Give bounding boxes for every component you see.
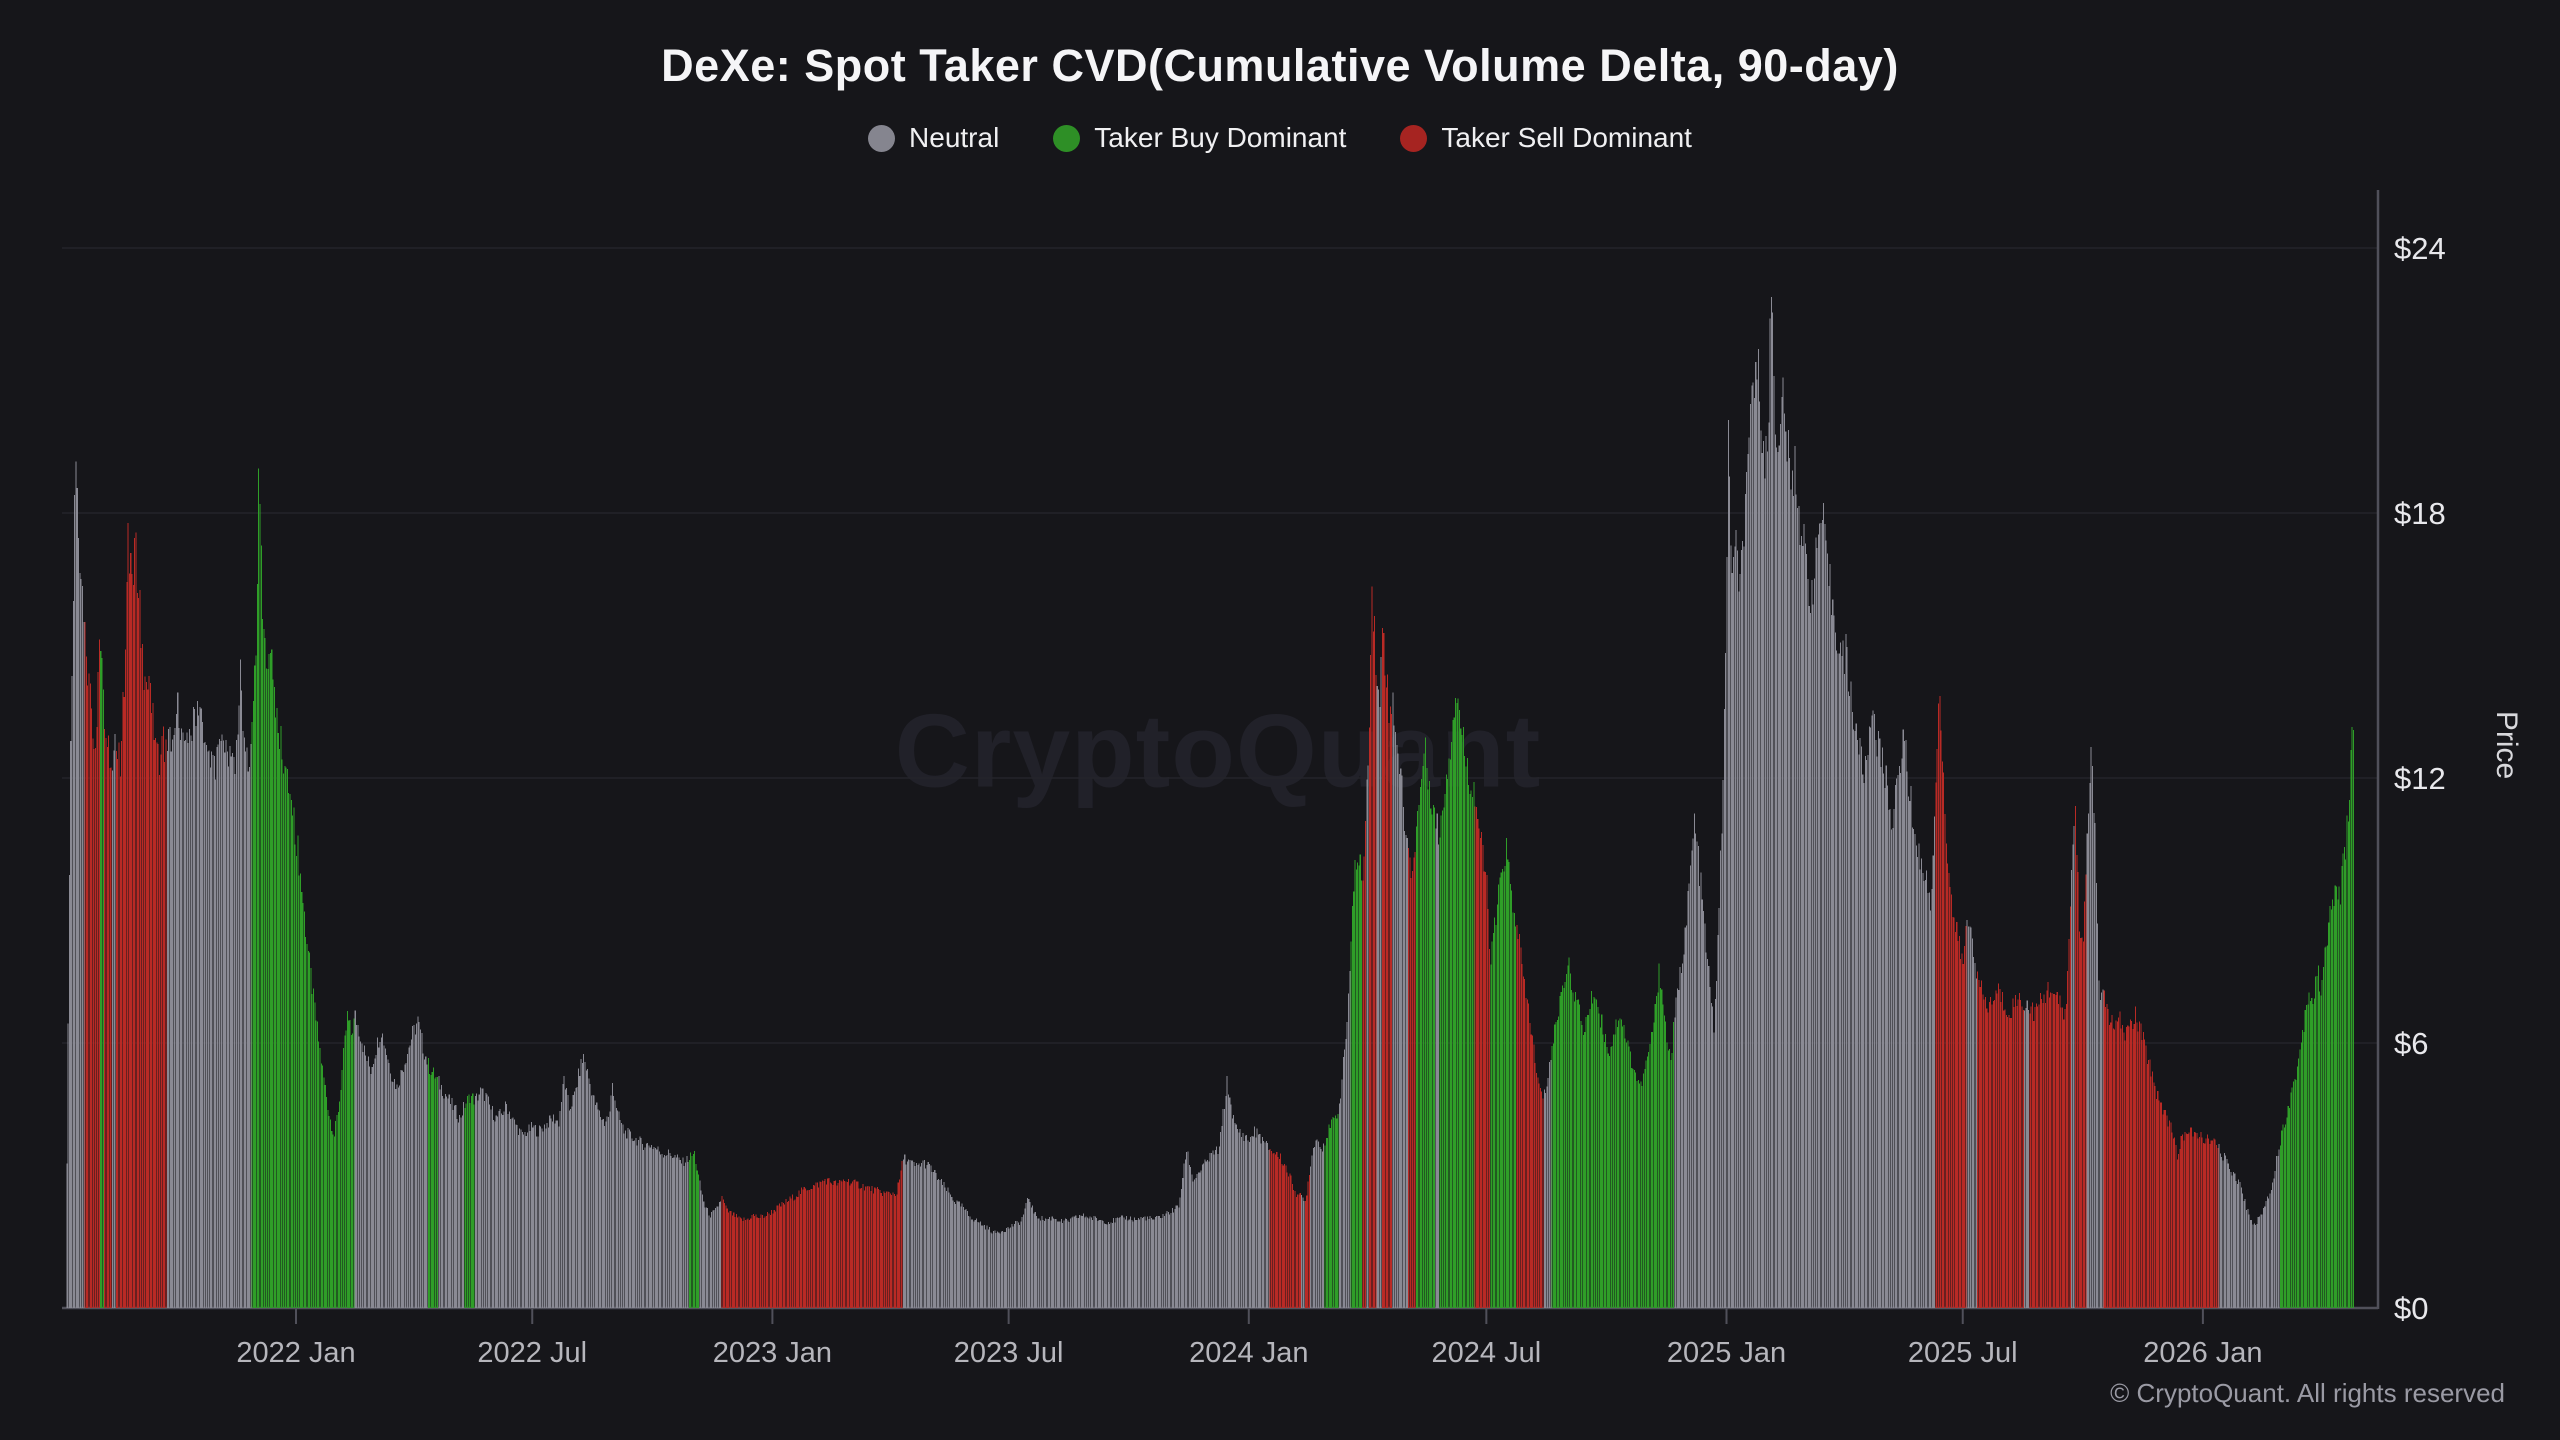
x-tick-label-2025-jan: 2025 Jan — [1667, 1337, 1786, 1369]
price-axis-title: Price — [2490, 710, 2523, 780]
x-tick-label-2023-jan: 2023 Jan — [713, 1337, 832, 1369]
legend-dot-taker-sell-dominant — [1400, 124, 1428, 152]
legend-label-neutral: Neutral — [909, 122, 1000, 153]
chart-title: DeXe: Spot Taker CVD(Cumulative Volume D… — [661, 40, 1899, 91]
legend-item-taker-sell-dominant[interactable]: Taker Sell Dominant — [1400, 122, 1692, 154]
gridlines — [62, 247, 2378, 1310]
y-tick-label-0: $0 — [2394, 1291, 2428, 1326]
x-axis-labels: 2022 Jan 2022 Jul 2023 Jan 2023 Jul 2024 Jan… — [236, 1337, 2262, 1369]
y-tick-label-6: $6 — [2394, 1026, 2428, 1061]
legend-item-neutral[interactable]: Neutral — [868, 122, 999, 154]
legend-dot-neutral — [868, 124, 896, 152]
legend: Neutral Taker Buy Dominant Taker Sell Domi… — [0, 122, 2560, 154]
x-tick-label-2022-jan: 2022 Jan — [236, 1337, 355, 1369]
legend-item-taker-buy-dominant[interactable]: Taker Buy Dominant — [1053, 122, 1346, 154]
x-tick-label-2024-jan: 2024 Jan — [1189, 1337, 1308, 1369]
y-axis-labels: $24 $18 $12 $6 $0 — [2394, 231, 2446, 1326]
y-tick-label-18: $18 — [2394, 496, 2446, 531]
copyright-notice: © CryptoQuant. All rights reserved — [2110, 1378, 2505, 1408]
x-tick-label-2024-jul: 2024 Jul — [1432, 1337, 1542, 1369]
x-tick-label-2022-jul: 2022 Jul — [477, 1337, 587, 1369]
y-tick-label-24: $24 — [2394, 231, 2446, 266]
legend-label-taker-sell-dominant: Taker Sell Dominant — [1441, 122, 1692, 153]
legend-label-taker-buy-dominant: Taker Buy Dominant — [1094, 122, 1347, 153]
y-tick-label-12: $12 — [2394, 761, 2446, 796]
legend-dot-taker-buy-dominant — [1053, 124, 1081, 152]
x-tick-label-2025-jul: 2025 Jul — [1908, 1337, 2018, 1369]
axes — [295, 190, 2380, 1324]
x-tick-label-2023-jul: 2023 Jul — [954, 1337, 1064, 1369]
price-bars — [66, 296, 2355, 1309]
x-tick-label-2026-jan: 2026 Jan — [2143, 1337, 2262, 1369]
